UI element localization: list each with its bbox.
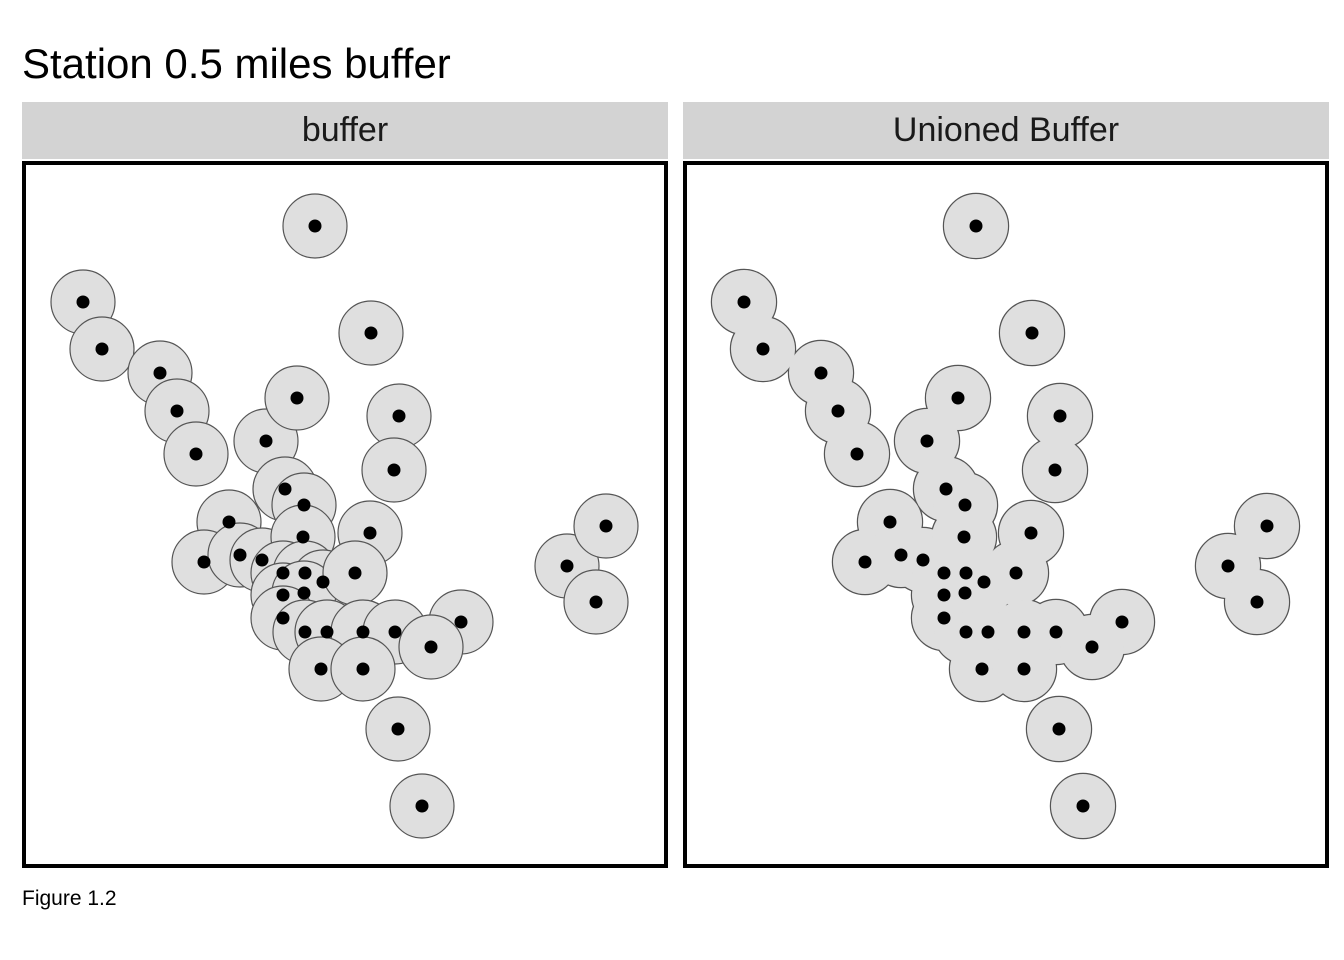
station-point (975, 662, 989, 676)
station-point (1017, 625, 1031, 639)
station-point (1024, 526, 1038, 540)
station-point (937, 611, 951, 625)
station-point (259, 434, 273, 448)
station-point (937, 588, 951, 602)
station-point (958, 498, 972, 512)
station-point (276, 611, 290, 625)
station-point (1025, 326, 1039, 340)
station-point (1260, 519, 1274, 533)
station-point (276, 588, 290, 602)
station-point (298, 625, 312, 639)
panel-strip: Unioned Buffer (683, 102, 1329, 159)
station-point (958, 586, 972, 600)
station-point (276, 566, 290, 580)
station-point (1076, 799, 1090, 813)
station-point (320, 625, 334, 639)
station-point (1048, 463, 1062, 477)
station-point (858, 555, 872, 569)
station-point (424, 640, 438, 654)
station-point (298, 566, 312, 580)
union-fill (712, 194, 1299, 838)
station-point (951, 391, 965, 405)
station-point (197, 555, 211, 569)
station-point (850, 447, 864, 461)
station-point (290, 391, 304, 405)
station-point (589, 595, 603, 609)
station-point (920, 434, 934, 448)
station-point (1009, 566, 1023, 580)
station-point (1052, 722, 1066, 736)
panel-strip: buffer (22, 102, 668, 159)
station-point (356, 662, 370, 676)
station-point (883, 515, 897, 529)
figure-title: Station 0.5 miles buffer (22, 40, 451, 87)
station-point (977, 575, 991, 589)
buffer-map-svg (50, 193, 639, 839)
unioned-buffer-map-svg (710, 192, 1301, 840)
panel-label: Unioned Buffer (892, 111, 1120, 149)
station-point (76, 295, 90, 309)
station-point (95, 342, 109, 356)
station-point (756, 342, 770, 356)
station-point (939, 482, 953, 496)
station-point (364, 326, 378, 340)
station-point (388, 625, 402, 639)
station-point (391, 722, 405, 736)
station-point (1250, 595, 1264, 609)
station-point (969, 219, 983, 233)
station-point (1053, 409, 1067, 423)
station-point (387, 463, 401, 477)
station-point (392, 409, 406, 423)
station-point (894, 548, 908, 562)
station-point (222, 515, 236, 529)
station-point (599, 519, 613, 533)
station-point (255, 553, 269, 567)
station-point (415, 799, 429, 813)
station-point (737, 295, 751, 309)
station-point (348, 566, 362, 580)
station-point (153, 366, 167, 380)
station-point (296, 530, 310, 544)
map-plot-buffer (22, 161, 668, 868)
station-point (314, 662, 328, 676)
station-point (297, 586, 311, 600)
figure-caption: Figure 1.2 (22, 887, 117, 910)
station-point (814, 366, 828, 380)
station-point (454, 615, 468, 629)
station-point (1017, 662, 1031, 676)
station-point (937, 566, 951, 580)
panel-buffer: buffer (22, 102, 668, 868)
station-point (356, 625, 370, 639)
station-point (316, 575, 330, 589)
station-point (308, 219, 322, 233)
station-point (1085, 640, 1099, 654)
station-point (959, 566, 973, 580)
station-point (1049, 625, 1063, 639)
station-point (278, 482, 292, 496)
map-plot-unioned-buffer (683, 161, 1329, 868)
panel-label: buffer (301, 111, 389, 149)
station-point (233, 548, 247, 562)
station-point (1221, 559, 1235, 573)
station-point (170, 404, 184, 418)
station-point (959, 625, 973, 639)
panel-unioned-buffer: Unioned Buffer (683, 102, 1329, 868)
station-point (1115, 615, 1129, 629)
station-point (560, 559, 574, 573)
station-point (957, 530, 971, 544)
station-point (831, 404, 845, 418)
station-point (916, 553, 930, 567)
station-point (297, 498, 311, 512)
station-point (363, 526, 377, 540)
station-point (189, 447, 203, 461)
station-point (981, 625, 995, 639)
